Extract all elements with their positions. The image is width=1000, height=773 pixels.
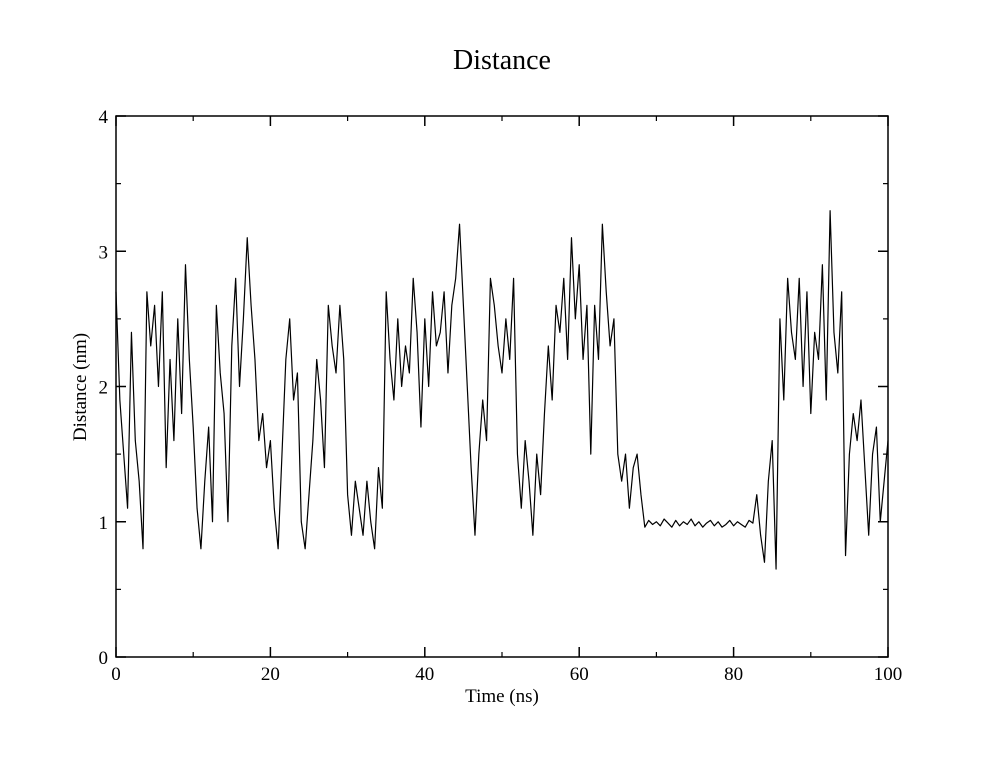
y-axis: 0 1 2 3 4: [99, 107, 888, 669]
y-tick-label: 2: [99, 378, 109, 399]
chart-title: Distance: [453, 45, 551, 76]
x-axis-label: Time (ns): [465, 686, 539, 707]
y-axis-label: Distance (nm): [70, 333, 91, 441]
series-line: [115, 210, 889, 570]
x-tick-label: 20: [261, 664, 280, 685]
y-tick-label: 4: [99, 107, 109, 128]
x-tick-label: 80: [724, 664, 743, 685]
plot-frame: [115, 115, 889, 658]
x-axis: 0 20 40 60 80 100: [111, 116, 902, 685]
x-tick-label: 0: [111, 664, 121, 685]
x-tick-label: 60: [570, 664, 589, 685]
y-tick-label: 1: [99, 513, 109, 534]
y-tick-label: 3: [99, 242, 109, 263]
x-tick-label: 40: [415, 664, 434, 685]
x-tick-label: 100: [874, 664, 903, 685]
y-tick-label: 0: [99, 648, 109, 669]
